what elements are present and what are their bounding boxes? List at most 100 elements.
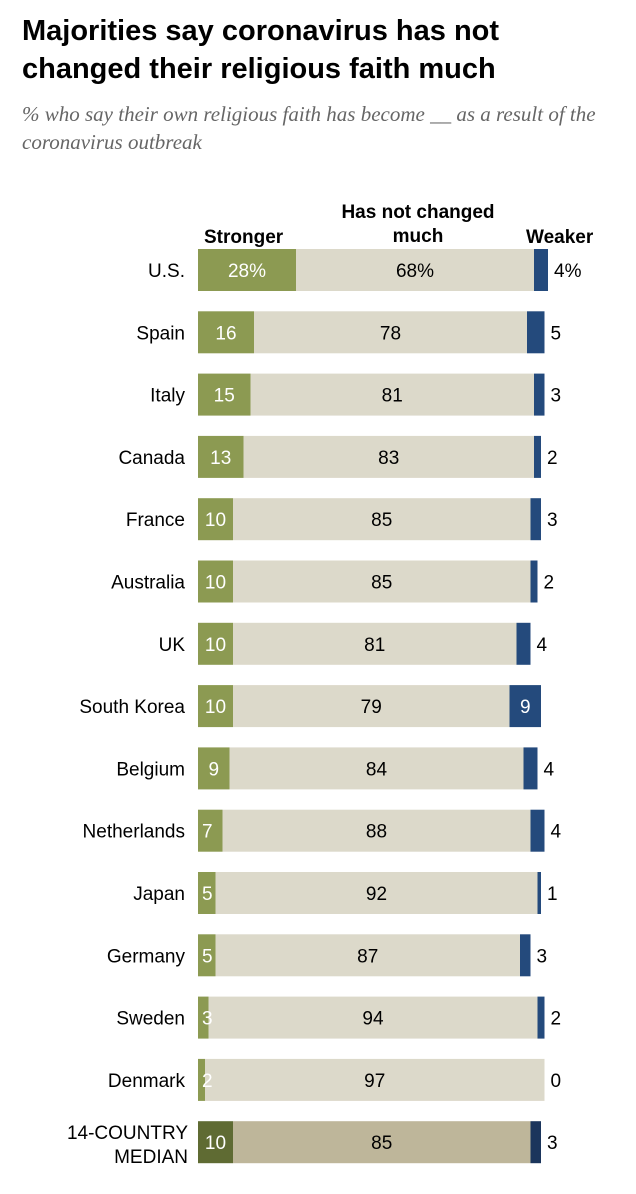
value-stronger-australia: 10 [205, 573, 226, 594]
bar-stronger-netherlands [198, 809, 223, 852]
value-not-changed-italy: 81 [382, 386, 403, 407]
bar-weaker-14-country-median [530, 1121, 541, 1164]
value-not-changed-sweden: 94 [362, 1009, 384, 1030]
bar-stronger-14-country-median [198, 1121, 233, 1164]
bar-stronger-australia [198, 560, 233, 603]
bar-weaker-netherlands [530, 809, 545, 852]
bar-not-changed-netherlands [222, 809, 531, 852]
value-weaker-netherlands: 4 [551, 822, 562, 843]
category-label-south-korea: South Korea [79, 697, 185, 718]
bar-not-changed-germany [215, 934, 520, 977]
bar-stronger-italy [198, 373, 251, 416]
value-stronger-france: 10 [205, 510, 226, 531]
category-label-uk: UK [159, 635, 186, 656]
bar-weaker-spain [527, 311, 545, 354]
value-stronger-canada: 13 [210, 448, 231, 469]
value-stronger-uk: 10 [205, 635, 226, 656]
value-weaker-spain: 5 [551, 323, 562, 344]
value-not-changed-belgium: 84 [366, 759, 388, 780]
bar-not-changed-canada [243, 435, 534, 478]
bar-not-changed-14-country-median [233, 1121, 531, 1164]
value-not-changed-australia: 85 [371, 573, 392, 594]
chart-subtitle: % who say their own religious faith has … [22, 102, 596, 154]
value-weaker-denmark: 0 [551, 1071, 562, 1092]
category-label-canada: Canada [118, 448, 185, 469]
value-weaker-canada: 2 [547, 448, 558, 469]
value-weaker-france: 3 [547, 510, 558, 531]
value-weaker-14-country-median: 3 [547, 1133, 558, 1154]
category-label-germany: Germany [107, 946, 186, 967]
bar-stronger-france [198, 498, 233, 541]
bar-not-changed-italy [250, 373, 534, 416]
bar-not-changed-denmark [205, 1058, 545, 1101]
bar-weaker-south-korea [509, 685, 541, 728]
value-stronger-japan: 5 [202, 884, 213, 905]
bar-stronger-germany [198, 934, 216, 977]
value-not-changed-uk: 81 [364, 635, 385, 656]
bar-weaker-belgium [523, 747, 538, 790]
value-stronger-belgium: 9 [208, 759, 219, 780]
value-stronger-sweden: 3 [202, 1009, 213, 1030]
bar-stronger-u-s [198, 249, 296, 291]
bar-weaker-australia [530, 560, 538, 603]
value-not-changed-germany: 87 [357, 946, 378, 967]
bar-stronger-japan [198, 872, 216, 914]
value-not-changed-denmark: 97 [364, 1071, 385, 1092]
value-weaker-australia: 2 [544, 573, 555, 594]
category-label-belgium: Belgium [116, 759, 185, 780]
value-stronger-germany: 5 [202, 946, 213, 967]
category-label-france: France [126, 510, 185, 531]
bar-stronger-canada [198, 435, 244, 478]
bar-stronger-denmark [198, 1058, 205, 1101]
bar-weaker-sweden [537, 996, 545, 1039]
bar-stronger-south-korea [198, 685, 233, 728]
bar-weaker-france [530, 498, 541, 541]
value-stronger-netherlands: 7 [202, 822, 213, 843]
value-not-changed-japan: 92 [366, 884, 387, 905]
bar-weaker-italy [534, 373, 545, 416]
header-not-changed: Has not changed much [341, 202, 495, 247]
value-weaker-belgium: 4 [544, 759, 555, 780]
value-not-changed-u-s: 68% [396, 261, 434, 282]
value-weaker-germany: 3 [537, 946, 548, 967]
bar-not-changed-australia [233, 560, 531, 603]
category-label-denmark: Denmark [108, 1071, 186, 1092]
bar-stronger-belgium [198, 747, 230, 790]
value-weaker-uk: 4 [537, 635, 548, 656]
bar-stronger-sweden [198, 996, 209, 1039]
category-label-japan: Japan [133, 884, 185, 905]
category-label-australia: Australia [111, 573, 185, 594]
bar-weaker-u-s [534, 249, 548, 291]
value-not-changed-spain: 78 [380, 323, 401, 344]
value-not-changed-netherlands: 88 [366, 822, 387, 843]
category-label-italy: Italy [150, 386, 185, 407]
bar-not-changed-spain [254, 311, 527, 354]
value-weaker-japan: 1 [547, 884, 558, 905]
category-label-spain: Spain [136, 323, 185, 344]
chart-title: Majorities say coronavirus has not chang… [22, 15, 500, 85]
category-label-netherlands: Netherlands [83, 822, 185, 843]
value-weaker-u-s: 4% [554, 261, 582, 282]
value-stronger-spain: 16 [215, 323, 236, 344]
bar-not-changed-france [233, 498, 531, 541]
value-not-changed-14-country-median: 85 [371, 1133, 392, 1154]
value-stronger-14-country-median: 10 [205, 1133, 226, 1154]
value-not-changed-south-korea: 79 [361, 697, 382, 718]
category-label-sweden: Sweden [116, 1009, 185, 1030]
bar-weaker-uk [516, 622, 531, 665]
value-not-changed-canada: 83 [378, 448, 399, 469]
bar-stronger-uk [198, 622, 233, 665]
value-not-changed-france: 85 [371, 510, 392, 531]
bar-not-changed-uk [233, 622, 517, 665]
bar-stronger-spain [198, 311, 254, 354]
bar-weaker-japan [537, 872, 541, 914]
value-stronger-south-korea: 10 [205, 697, 226, 718]
value-weaker-italy: 3 [551, 386, 562, 407]
bar-not-changed-belgium [229, 747, 524, 790]
category-label-14-country-median: 14-COUNTRY MEDIAN [67, 1123, 188, 1168]
header-weaker: Weaker [526, 227, 594, 248]
value-stronger-denmark: 2 [202, 1071, 213, 1092]
bar-not-changed-south-korea [233, 685, 510, 728]
value-weaker-south-korea: 9 [520, 697, 531, 718]
